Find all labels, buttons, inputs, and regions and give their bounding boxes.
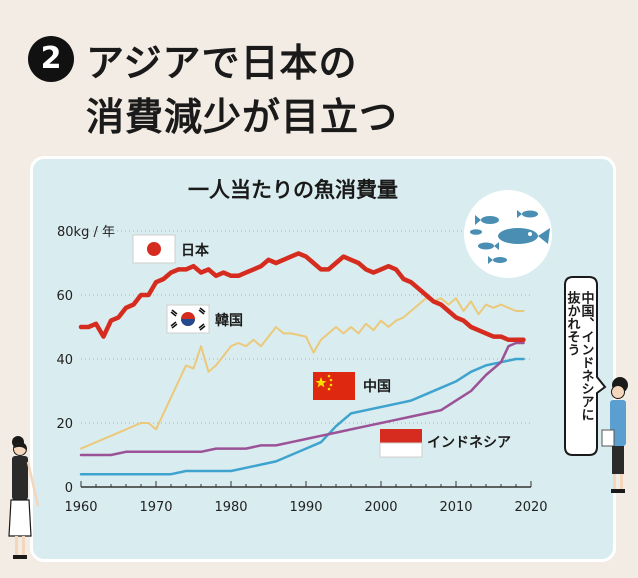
chart-panel: 一人当たりの魚消費量 0 20 40 60 80kg / 年 1960 1970 1980 19… bbox=[30, 156, 616, 562]
chart: 一人当たりの魚消費量 0 20 40 60 80kg / 年 1960 1970 1980 19… bbox=[56, 178, 607, 515]
y-axis-label: 80kg / 年 bbox=[57, 225, 115, 240]
fish-illustration-icon bbox=[464, 190, 552, 278]
japan-label: 日本 bbox=[181, 242, 210, 259]
x-tick-label: 1970 bbox=[139, 500, 172, 515]
x-tick-label: 2020 bbox=[514, 500, 547, 515]
speech-bubble: 中国、インドネシアに 抜かれそう bbox=[564, 276, 607, 456]
woman-figure-right-icon bbox=[601, 377, 628, 493]
china-label: 中国 bbox=[363, 378, 391, 395]
x-tick-label: 1990 bbox=[289, 500, 322, 515]
series-layer bbox=[78, 251, 526, 476]
section-number-badge: 2 bbox=[28, 36, 74, 82]
woman-figure-left-icon bbox=[8, 436, 40, 559]
series-line-indonesia bbox=[79, 341, 525, 457]
x-tick-label: 2010 bbox=[439, 500, 472, 515]
y-tick-label: 20 bbox=[56, 417, 73, 432]
y-tick-label: 40 bbox=[56, 353, 73, 368]
y-tick-label: 0 bbox=[65, 481, 73, 496]
headline-line-1: アジアで日本の bbox=[86, 41, 358, 85]
callout-line-2: 抜かれそう bbox=[565, 290, 581, 356]
korea-label: 韓国 bbox=[215, 312, 243, 329]
series-line-japan bbox=[78, 251, 526, 343]
series-line-china bbox=[79, 357, 525, 476]
axes: 0 20 40 60 80kg / 年 1960 1970 1980 1990 2000 2010 2… bbox=[56, 225, 547, 515]
y-tick-label: 60 bbox=[56, 289, 73, 304]
indonesia-flag-icon bbox=[379, 429, 423, 458]
korea-flag-icon bbox=[166, 304, 210, 334]
x-tick-label: 1960 bbox=[64, 500, 97, 515]
chart-title: 一人当たりの魚消費量 bbox=[188, 178, 398, 202]
callout-line-1: 中国、インドネシアに bbox=[579, 290, 595, 421]
indonesia-label: インドネシア bbox=[427, 435, 511, 451]
china-flag-icon bbox=[313, 372, 355, 400]
x-tick-label: 1980 bbox=[214, 500, 247, 515]
japan-flag-icon bbox=[132, 234, 176, 264]
series-line-korea bbox=[80, 297, 525, 450]
headline-line-2: 消費減少が目立つ bbox=[86, 95, 399, 139]
x-tick-label: 2000 bbox=[364, 500, 397, 515]
